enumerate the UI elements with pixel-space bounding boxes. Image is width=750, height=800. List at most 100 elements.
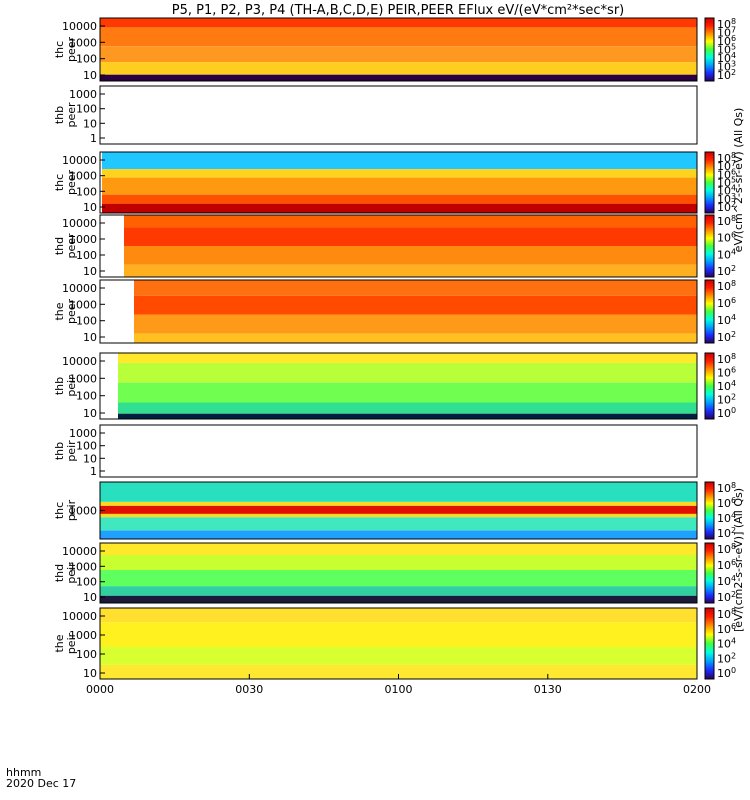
colorbar-3 <box>704 151 715 214</box>
spectrogram-band-8-6 <box>100 530 697 540</box>
panel-frame-9 <box>99 542 698 604</box>
ytick-label: 1000 <box>69 427 97 440</box>
panel-frame-2 <box>99 85 698 145</box>
spectrogram-band-9-3 <box>100 570 697 587</box>
panel-frame-6 <box>99 352 698 420</box>
ytick-label: 100 <box>76 648 97 661</box>
panel-ylabel: the <box>53 634 66 652</box>
spectrogram-band-8-2 <box>100 501 697 506</box>
ytick-label: 1000 <box>69 36 97 49</box>
colorbar-tick-label: 108 <box>717 352 736 366</box>
panel-ylabel: thb <box>53 377 66 395</box>
panel-frame-7 <box>99 424 698 478</box>
spectrogram-band-3-3 <box>102 177 697 195</box>
ytick-label: 10 <box>83 407 97 420</box>
spectrogram-band-9-4 <box>100 586 697 596</box>
colorbar-tick-label: 102 <box>717 393 736 407</box>
spectrogram-band-8-4 <box>100 513 697 518</box>
colorbar-tick-label: 100 <box>717 406 736 420</box>
spectrogram-band-5-1 <box>134 280 697 296</box>
spectrogram-band-6-5 <box>118 413 697 419</box>
colorbar-tick-label: 108 <box>717 279 736 293</box>
colorbar-10 <box>704 607 715 680</box>
spectrogram-band-1-1 <box>100 18 697 28</box>
ytick-label: 10 <box>83 452 97 465</box>
spectrogram-band-4-2 <box>124 227 697 246</box>
panel-ylabel: thb <box>53 106 66 124</box>
spectrogram-band-10-1 <box>100 608 697 623</box>
spectrogram-band-5-4 <box>134 333 697 344</box>
ytick-label: 100 <box>76 390 97 403</box>
colorbar-8 <box>704 481 715 540</box>
spectrogram-band-8-1 <box>100 482 697 502</box>
spectrogram-band-8-5 <box>100 517 697 531</box>
spectrogram-band-1-3 <box>100 46 697 63</box>
ytick-label: 10000 <box>62 20 97 33</box>
ytick-label: 10 <box>83 201 97 214</box>
ytick-label: 1 <box>90 132 97 145</box>
colorbar-unit-label-ion: [eV/(cm2-s-sr-eV)] (All Qs) <box>732 488 745 632</box>
colorbar-tick-label: 106 <box>717 366 736 380</box>
time-axis-label-hhmm: hhmm <box>6 766 42 779</box>
panel-frame-3 <box>99 151 698 214</box>
ytick-label: 1 <box>90 465 97 478</box>
colorbar-9 <box>704 542 715 604</box>
figure-title: P5, P1, P2, P3, P4 (TH-A,B,C,D,E) PEIR,P… <box>172 3 625 18</box>
ytick-label: 100 <box>76 185 97 198</box>
spectrogram-band-4-3 <box>124 246 697 265</box>
ytick-label: 10000 <box>62 154 97 167</box>
colorbar-tick-label: 102 <box>717 651 736 665</box>
spectrogram-band-3-2 <box>102 169 697 178</box>
ytick-label: 10000 <box>62 282 97 295</box>
colorbar-tick-label: 102 <box>717 68 736 82</box>
spectrogram-band-10-3 <box>100 647 697 665</box>
colorbar-tick-label: 104 <box>717 313 736 327</box>
panel-frame-4 <box>99 214 698 278</box>
ytick-label: 10 <box>83 117 97 130</box>
panel-ylabel: peer <box>65 170 78 196</box>
xtick-label: 0030 <box>235 683 263 696</box>
colorbar-tick-label: 106 <box>717 296 736 310</box>
colorbar-4 <box>704 214 715 278</box>
panel-ylabel: peer <box>65 233 78 259</box>
time-axis: 0000 0030 0100 0130 0200 <box>86 674 711 696</box>
ytick-label: 10000 <box>62 217 97 230</box>
time-axis-label-date: 2020 Dec 17 <box>6 777 77 790</box>
ytick-label: 1000 <box>69 505 97 518</box>
spectrogram-band-3-1 <box>102 152 697 170</box>
panel-frame-5 <box>99 279 698 344</box>
panel-ylabel: thc <box>53 502 66 519</box>
ytick-label: 100 <box>76 53 97 66</box>
ytick-label: 10000 <box>62 545 97 558</box>
colorbar-6 <box>704 352 715 420</box>
panel-ylabel: thd <box>53 564 66 582</box>
spectrogram-band-8-3 <box>100 505 697 514</box>
ytick-label: 1000 <box>69 629 97 642</box>
spectrogram-band-1-5 <box>100 74 697 81</box>
ytick-label: 10000 <box>62 610 97 623</box>
panel-ylabel: thc <box>53 41 66 58</box>
ytick-label: 10 <box>83 667 97 680</box>
spectrogram-band-6-2 <box>118 362 697 383</box>
panel-ylabel: peer <box>65 102 78 128</box>
xtick-label: 0000 <box>86 683 114 696</box>
spectrogram-band-6-3 <box>118 382 697 403</box>
panel-ylabel: peir <box>65 440 78 462</box>
colorbar-tick-label: 102 <box>717 330 736 344</box>
panel-ylabel: the <box>53 302 66 320</box>
ytick-label: 1000 <box>69 298 97 311</box>
ytick-label: 1000 <box>69 88 97 101</box>
panel-ylabel: peer <box>65 299 78 325</box>
colorbar-tick-label: 102 <box>717 264 736 278</box>
spectrogram-band-5-2 <box>134 295 697 315</box>
spectrogram-band-6-4 <box>118 402 697 414</box>
